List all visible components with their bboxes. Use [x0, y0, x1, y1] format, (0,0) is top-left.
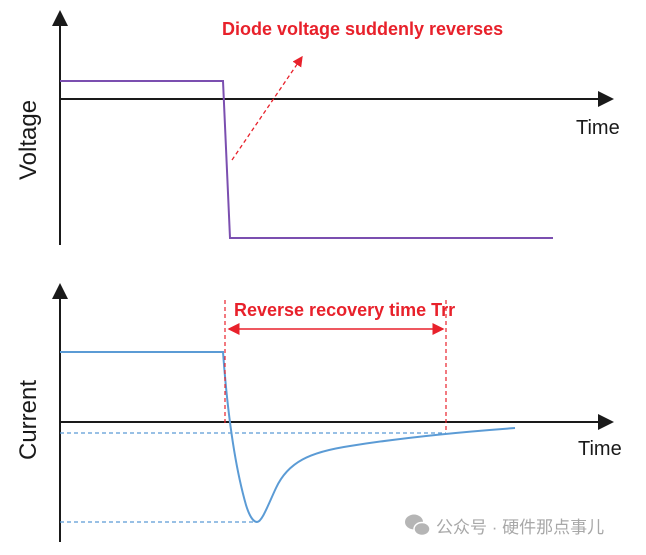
current-x-label: Time	[578, 438, 622, 460]
wechat-icon	[405, 514, 431, 537]
current-panel: Reverse recovery time Trr Current Time	[15, 283, 622, 542]
voltage-annotation-arrow	[231, 55, 303, 161]
trr-annotation: Reverse recovery time Trr	[234, 300, 455, 320]
watermark-text: 公众号 · 硬件那点事儿	[436, 518, 604, 537]
voltage-y-label: Voltage	[15, 100, 42, 180]
current-trace	[60, 351, 516, 524]
voltage-annotation: Diode voltage suddenly reverses	[222, 19, 503, 39]
current-y-label: Current	[15, 380, 42, 460]
watermark: 公众号 · 硬件那点事儿	[405, 514, 604, 537]
voltage-panel: Voltage Time Diode voltage suddenly reve…	[15, 10, 620, 245]
voltage-x-label: Time	[576, 117, 620, 139]
voltage-trace	[60, 80, 553, 239]
